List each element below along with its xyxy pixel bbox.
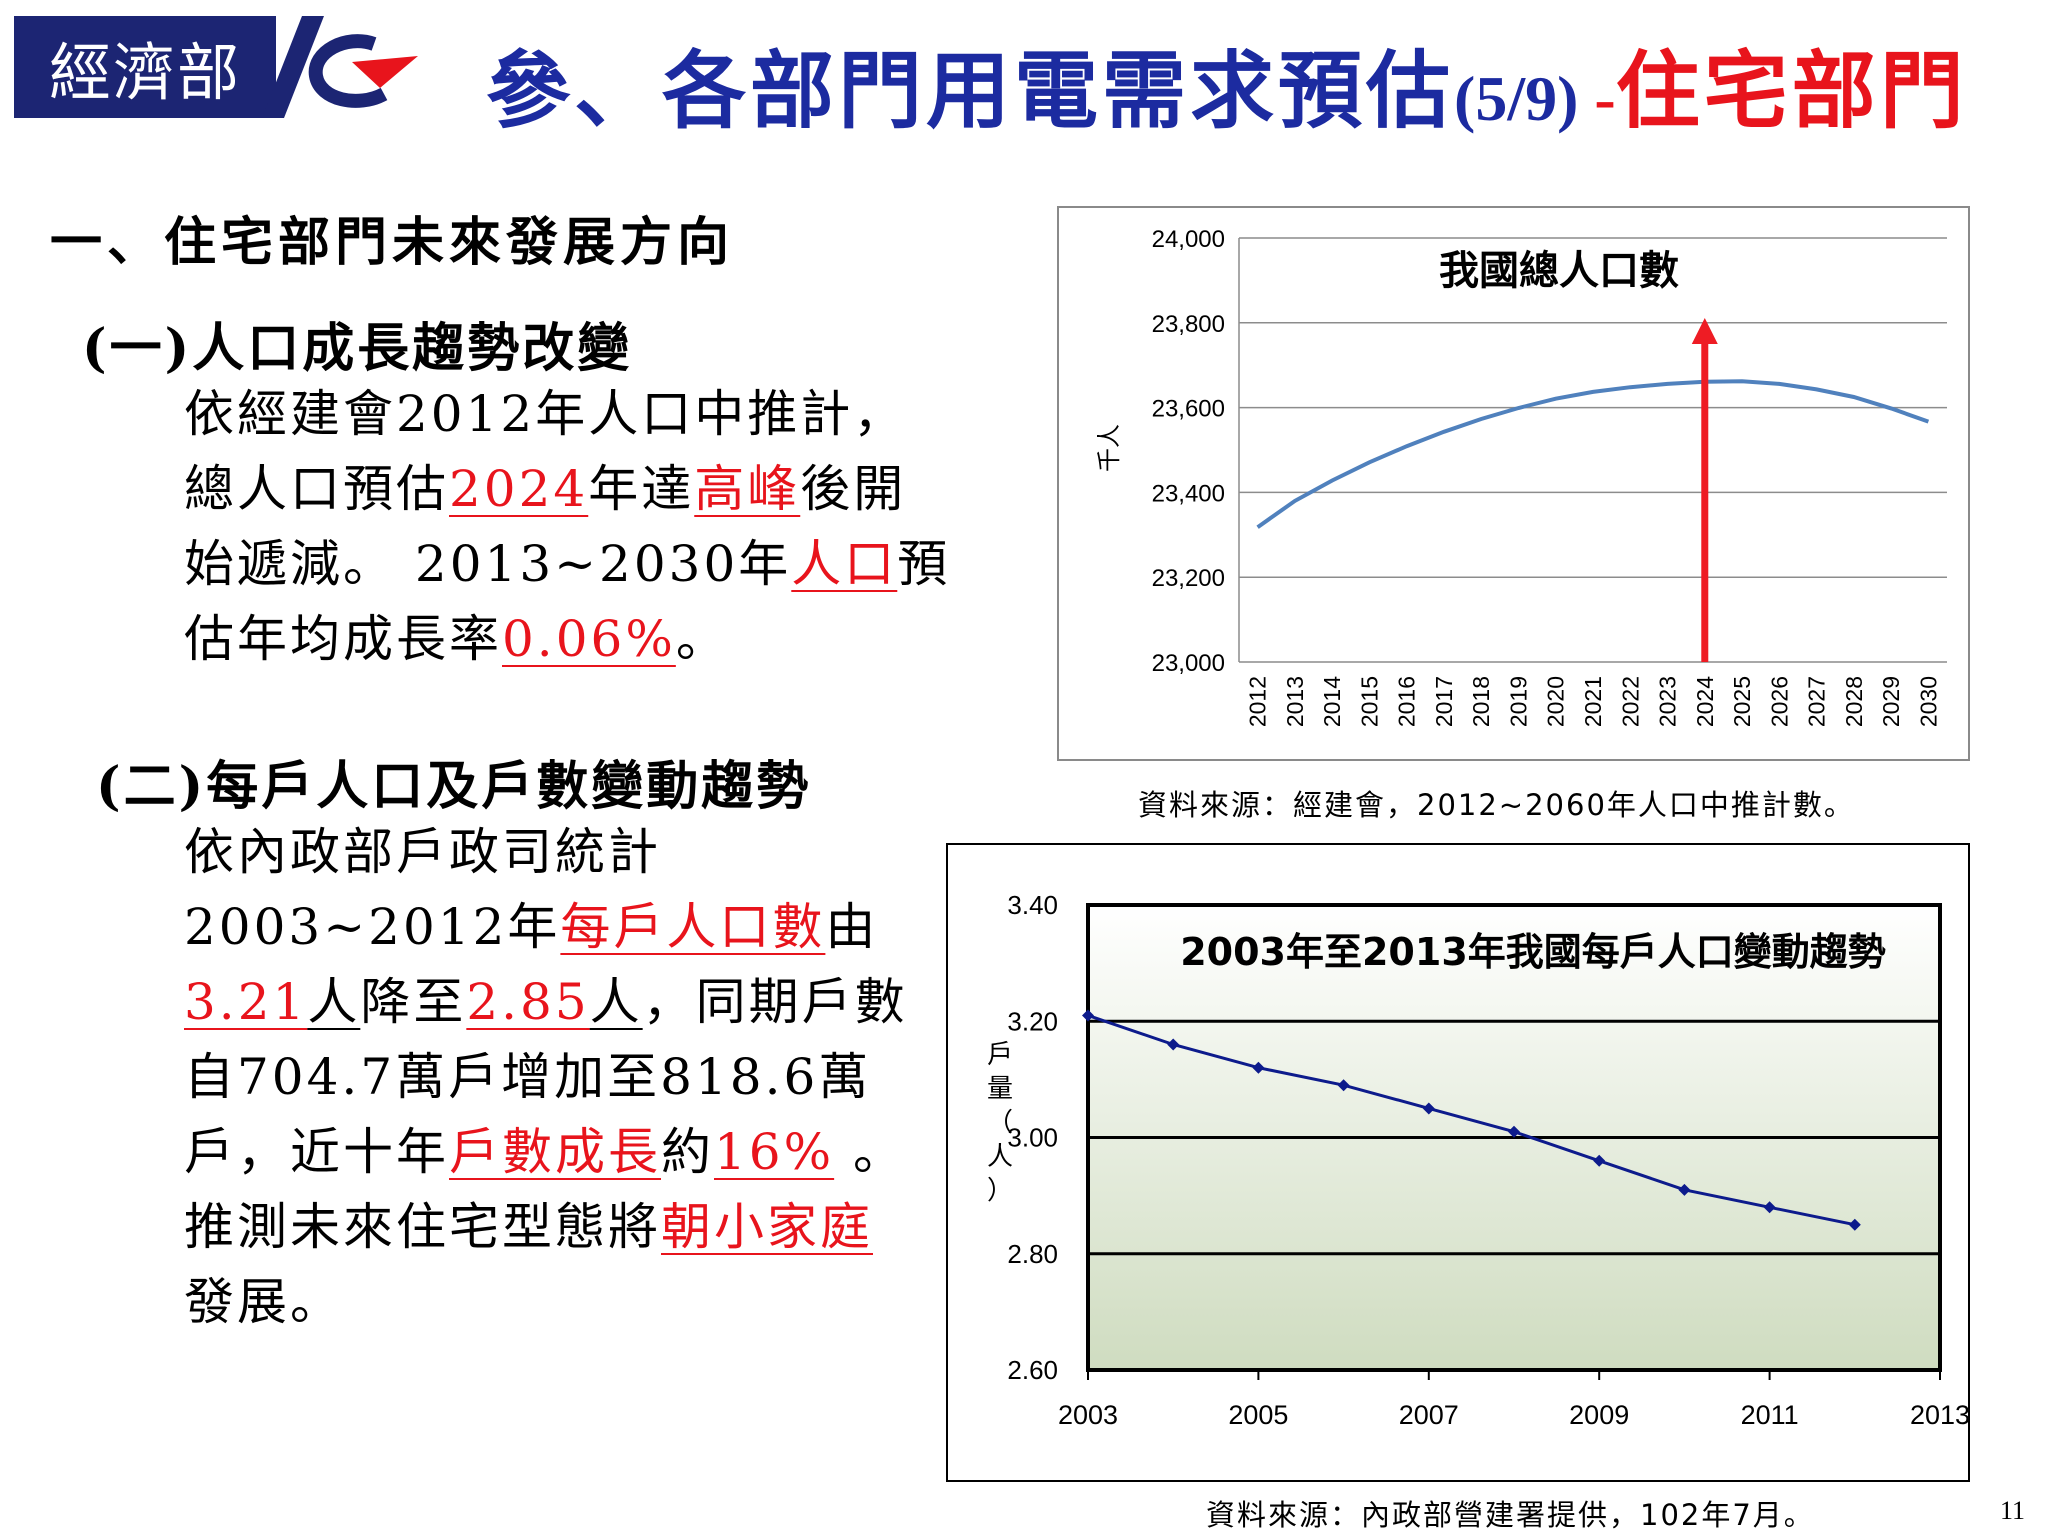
data-point-marker <box>1167 1038 1180 1051</box>
x-tick-label: 2018 <box>1468 676 1494 727</box>
x-tick-label: 2017 <box>1431 676 1457 727</box>
subsection-1-paragraph: 依經建會2012年人口中推計， 總人口預估2024年達高峰後開 始遞減。 201… <box>184 377 950 677</box>
para2-line5: 戶，近十年戶數成長約16% 。 <box>184 1123 907 1181</box>
highlight-2-85: 2.85 <box>466 973 590 1031</box>
x-tick-label: 2009 <box>1569 1400 1629 1430</box>
ministry-emblem-icon <box>262 16 418 118</box>
y-tick-label: 23,800 <box>1152 311 1225 338</box>
data-point-marker <box>1422 1102 1435 1115</box>
household-chart-ylabel: 戶量（人） <box>987 1040 1013 1206</box>
subsection-2-heading: (二)每戶人口及戶數變動趨勢 <box>96 756 812 817</box>
y-tick-label: 23,200 <box>1152 565 1225 592</box>
data-point-marker <box>1593 1154 1606 1167</box>
x-tick-label: 2013 <box>1282 676 1308 727</box>
x-tick-label: 2027 <box>1804 676 1830 727</box>
para2-line6: 推測未來住宅型態將朝小家庭 <box>184 1198 873 1256</box>
para2-line2: 2003~2012年每戶人口數由 <box>184 898 879 956</box>
x-tick-label: 2014 <box>1319 676 1345 727</box>
highlight-2024: 2024 <box>449 460 589 518</box>
data-point-marker <box>1082 1009 1094 1022</box>
highlight-3-21: 3.21 <box>184 973 308 1031</box>
highlight-16pct: 16% <box>714 1123 835 1181</box>
x-tick-label: 2030 <box>1915 676 1941 727</box>
y-tick-label: 24,000 <box>1152 226 1225 253</box>
highlight-population: 人口 <box>791 535 898 593</box>
para1-line2: 總人口預估2024年達高峰後開 <box>184 460 907 518</box>
chart1-source: 資料來源：經建會，2012~2060年人口中推計數。 <box>1138 788 1855 822</box>
title-main: 參、各部門用電需求預估 <box>486 41 1455 140</box>
ministry-logo-text: 經濟部 <box>14 16 276 118</box>
population-chart-svg: 24,000 23,800 23,600 23,400 23,200 23,000 201… <box>1095 226 1947 727</box>
x-tick-label: 2007 <box>1399 1400 1459 1430</box>
para2-line3: 3.21人降至2.85人，同期戶數 <box>184 973 908 1031</box>
x-tick-label: 2028 <box>1841 676 1867 727</box>
chart2-source: 資料來源：內政部營建署提供，102年7月。 <box>1206 1498 1815 1532</box>
x-tick-label: 2005 <box>1228 1400 1288 1430</box>
x-tick-label: 2013 <box>1910 1400 1968 1430</box>
x-tick-label: 2012 <box>1245 676 1271 727</box>
y-tick-label: 23,400 <box>1152 480 1225 507</box>
x-tick-label: 2029 <box>1878 676 1904 727</box>
subsection-1-heading: (一)人口成長趨勢改變 <box>82 318 633 379</box>
y-tick-label: 3.40 <box>1007 890 1058 920</box>
section-heading: 一、住宅部門未來發展方向 <box>50 212 735 273</box>
y-tick-label: 2.60 <box>1007 1355 1058 1385</box>
x-tick-label: 2023 <box>1655 676 1681 727</box>
page-title: 參、各部門用電需求預估(5/9) -住宅部門 <box>486 24 1968 140</box>
title-sector: 住宅部門 <box>1615 41 1968 140</box>
peak-arrow-head <box>1691 318 1718 344</box>
data-point-marker <box>1848 1218 1861 1231</box>
x-tick-label: 2026 <box>1766 676 1792 727</box>
population-chart-ylabel: 千人 <box>1095 424 1123 472</box>
highlight-growth-rate: 0.06% <box>502 610 676 668</box>
title-dash: - <box>1578 63 1616 134</box>
data-point-marker <box>1508 1125 1520 1138</box>
x-tick-label: 2021 <box>1580 676 1606 727</box>
y-tick-label: 2.80 <box>1007 1239 1058 1269</box>
y-tick-label: 23,600 <box>1152 396 1225 423</box>
x-tick-label: 2015 <box>1356 676 1382 727</box>
household-series-line <box>1087 1013 1856 1227</box>
x-tick-label: 2003 <box>1058 1400 1118 1430</box>
highlight-small-family: 朝小家庭 <box>661 1198 873 1256</box>
para2-line7: 發展。 <box>184 1273 343 1331</box>
para2-line1: 依內政部戶政司統計 <box>184 823 661 881</box>
x-tick-label: 2016 <box>1394 676 1420 727</box>
y-tick-label: 3.00 <box>1007 1123 1058 1153</box>
household-chart-title: 2003年至2013年我國每戶人口變動趨勢 <box>1180 930 1886 974</box>
para2-line4: 自704.7萬戶增加至818.6萬 <box>184 1048 872 1106</box>
y-tick-label: 23,000 <box>1152 650 1225 677</box>
para1-line3: 始遞減。 2013~2030年人口預 <box>184 535 951 593</box>
highlight-household-growth: 戶數成長 <box>449 1123 661 1181</box>
subsection-2-paragraph: 依內政部戶政司統計 2003~2012年每戶人口數由 3.21人降至2.85人，… <box>184 815 908 1340</box>
x-tick-label: 2025 <box>1729 676 1755 727</box>
household-chart: 3.40 3.20 3.00 2.80 2.60 2003 2005 2007 2009 201… <box>946 843 1970 1482</box>
x-tick-label: 2020 <box>1543 676 1569 727</box>
data-point-marker <box>1763 1201 1776 1214</box>
x-tick-label: 2019 <box>1505 676 1531 727</box>
x-tick-label: 2022 <box>1617 676 1643 727</box>
household-chart-svg: 3.40 3.20 3.00 2.80 2.60 2003 2005 2007 2009 201… <box>987 890 1970 1430</box>
page-number: 11 <box>2000 1496 2026 1525</box>
title-page-indicator: (5/9) <box>1454 63 1579 134</box>
highlight-peak: 高峰 <box>694 460 801 518</box>
y-tick-label: 3.20 <box>1007 1006 1058 1036</box>
data-point-marker <box>1337 1079 1350 1092</box>
data-point-marker <box>1252 1061 1265 1074</box>
x-tick-label: 2024 <box>1692 676 1718 727</box>
population-series-line <box>1256 379 1930 529</box>
population-chart: 24,000 23,800 23,600 23,400 23,200 23,000 201… <box>1057 206 1970 761</box>
highlight-household-size: 每戶人口數 <box>560 898 826 956</box>
para1-line1: 依經建會2012年人口中推計， <box>184 385 907 443</box>
data-point-marker <box>1678 1183 1691 1196</box>
para1-line4: 估年均成長率0.06%。 <box>184 610 729 668</box>
population-chart-title: 我國總人口數 <box>1439 248 1679 294</box>
x-tick-label: 2011 <box>1741 1400 1799 1430</box>
